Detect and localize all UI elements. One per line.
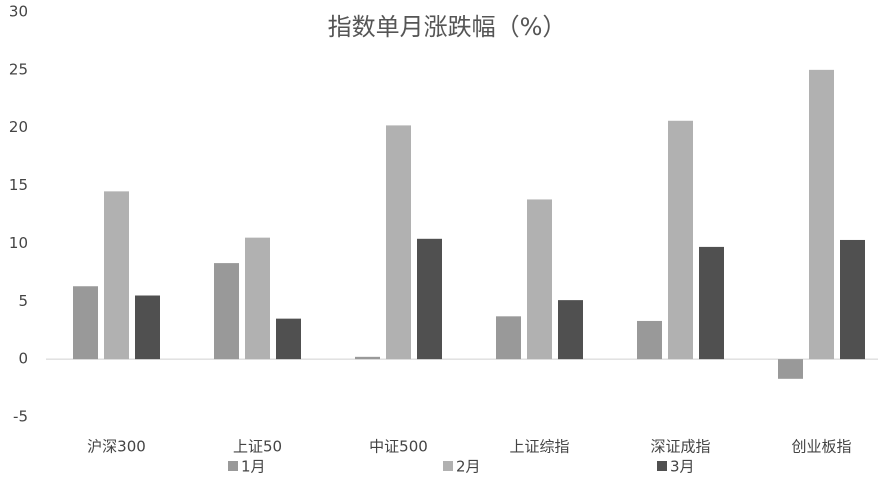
legend-swatch (443, 461, 453, 471)
x-tick-label: 创业板指 (791, 438, 851, 456)
chart-title: 指数单月涨跌幅（%） (328, 13, 567, 41)
bar (245, 237, 270, 360)
bar (778, 359, 803, 379)
y-tick-label: 20 (9, 118, 28, 136)
x-tick-label: 中证500 (369, 438, 428, 456)
y-tick-label: 5 (18, 292, 28, 310)
bar (386, 125, 411, 360)
bar (558, 300, 583, 360)
bar (104, 191, 129, 360)
bar (527, 199, 552, 360)
bar (135, 295, 160, 360)
bar (214, 263, 239, 360)
y-tick-label: 0 (18, 350, 28, 368)
x-tick-label: 上证50 (233, 438, 282, 456)
bar (496, 316, 521, 360)
legend-swatch (228, 461, 238, 471)
y-tick-label: -5 (13, 408, 28, 426)
legend-label: 1月 (241, 458, 266, 476)
y-tick-label: 25 (9, 60, 28, 78)
y-tick-label: 10 (9, 234, 28, 252)
legend-swatch (657, 461, 667, 471)
bar (637, 320, 662, 360)
bar (276, 318, 301, 360)
y-tick-label: 15 (9, 176, 28, 194)
y-tick-label: 30 (9, 3, 28, 21)
bar (699, 246, 724, 360)
bar (840, 239, 865, 360)
bar (417, 238, 442, 360)
x-tick-label: 深证成指 (650, 438, 710, 456)
bar (668, 120, 693, 360)
bar (355, 356, 380, 360)
x-tick-label: 上证综指 (509, 438, 569, 456)
legend-label: 3月 (670, 458, 695, 476)
legend-label: 2月 (456, 458, 481, 476)
bar (809, 69, 834, 360)
bar (73, 286, 98, 360)
x-tick-label: 沪深300 (87, 438, 146, 456)
